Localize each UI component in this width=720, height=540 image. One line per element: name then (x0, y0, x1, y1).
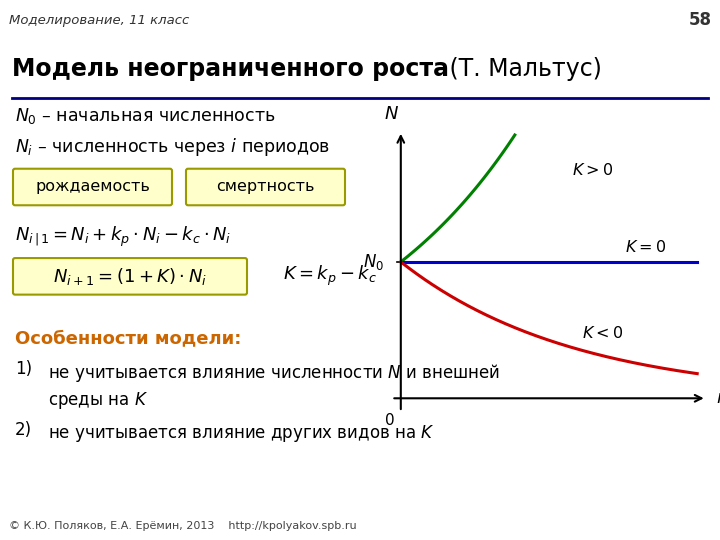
Text: $N_0$ – начальная численность: $N_0$ – начальная численность (15, 106, 275, 126)
Text: не учитывается влияние других видов на $K$: не учитывается влияние других видов на $… (48, 423, 435, 443)
FancyBboxPatch shape (186, 168, 345, 205)
Text: Модель неограниченного роста: Модель неограниченного роста (12, 57, 449, 81)
Text: $K = k_p - k_c$: $K = k_p - k_c$ (283, 264, 377, 288)
Text: 0: 0 (385, 413, 395, 428)
Text: 2): 2) (15, 421, 32, 438)
Text: $K = 0$: $K = 0$ (626, 239, 667, 255)
FancyBboxPatch shape (13, 168, 172, 205)
Text: (Т. Мальтус): (Т. Мальтус) (442, 57, 602, 81)
Text: Моделирование, 11 класс: Моделирование, 11 класс (9, 14, 189, 26)
Text: среды на $K$: среды на $K$ (48, 390, 148, 411)
Text: $K < 0$: $K < 0$ (582, 325, 623, 341)
Text: не учитывается влияние численности $N$ и внешней: не учитывается влияние численности $N$ и… (48, 362, 500, 383)
Text: 58: 58 (688, 11, 711, 29)
FancyBboxPatch shape (13, 258, 247, 295)
Text: Особенности модели:: Особенности модели: (15, 329, 241, 347)
Text: рождаемость: рождаемость (35, 179, 150, 194)
Text: $K > 0$: $K > 0$ (572, 161, 613, 178)
Text: $N_{i\,|\,1} = N_i + k_p \cdot N_i - k_c \cdot N_i$: $N_{i\,|\,1} = N_i + k_p \cdot N_i - k_c… (15, 225, 231, 249)
Text: $N_0$: $N_0$ (363, 252, 384, 272)
Text: $N_i$ – численность через $i$ периодов: $N_i$ – численность через $i$ периодов (15, 136, 330, 158)
Text: $N_{i+1} = (1+K) \cdot N_i$: $N_{i+1} = (1+K) \cdot N_i$ (53, 266, 207, 287)
Text: $N$: $N$ (384, 105, 399, 123)
Text: © К.Ю. Поляков, Е.А. Ерёмин, 2013    http://kpolyakov.spb.ru: © К.Ю. Поляков, Е.А. Ерёмин, 2013 http:/… (9, 521, 356, 531)
Text: $i$: $i$ (716, 389, 720, 407)
Text: смертность: смертность (216, 179, 315, 194)
Text: 1): 1) (15, 360, 32, 377)
